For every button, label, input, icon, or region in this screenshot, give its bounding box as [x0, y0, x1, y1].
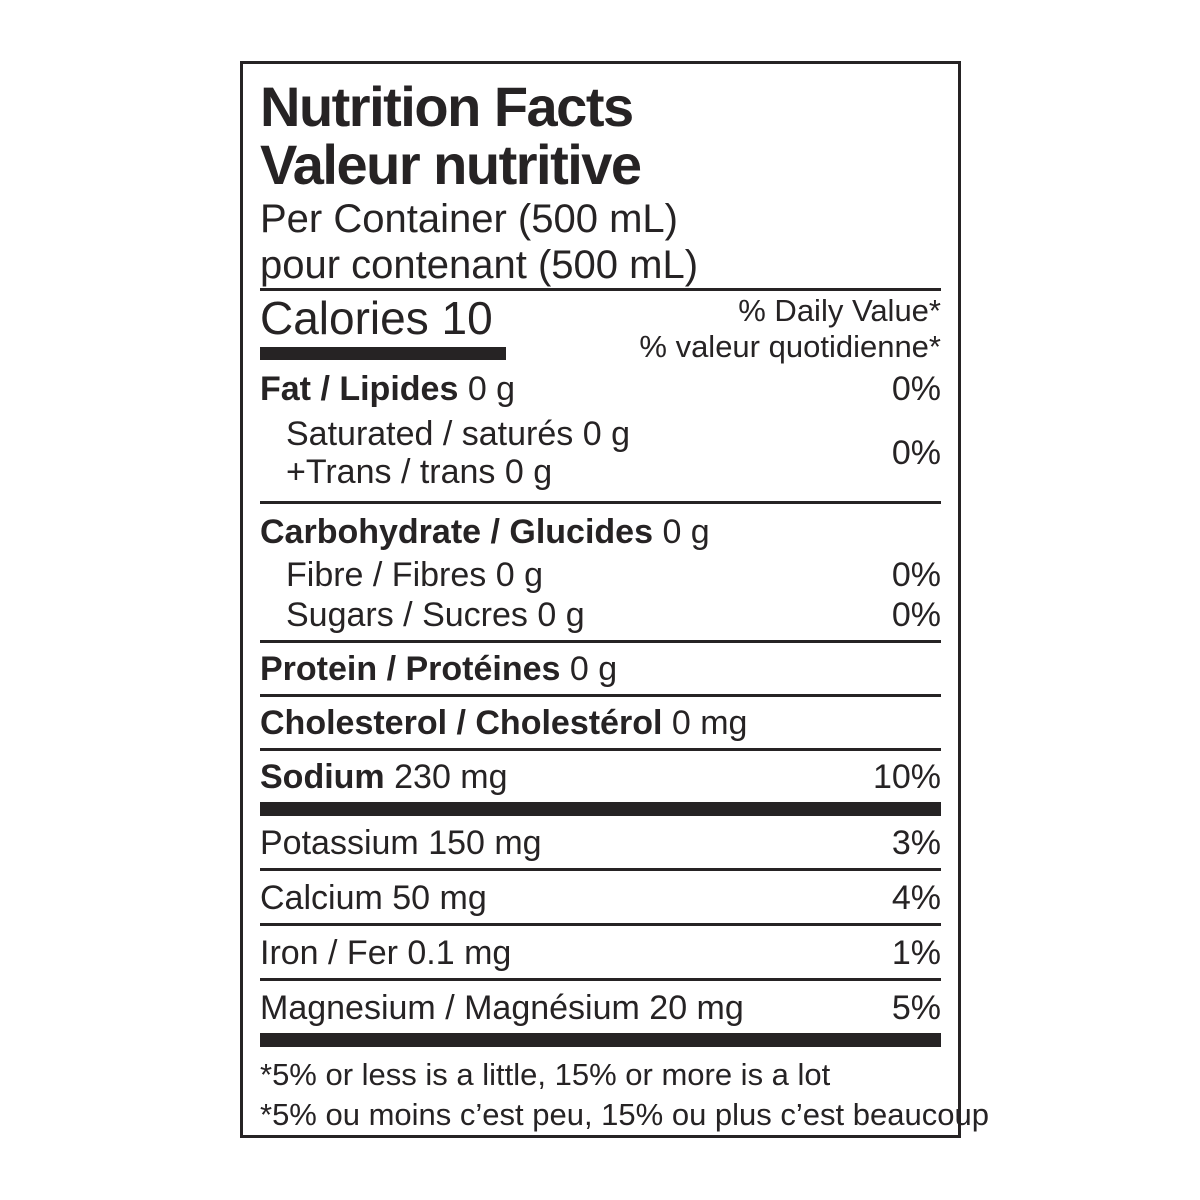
- divider-calcium-iron: [260, 923, 941, 926]
- divider-protein-cholesterol: [260, 694, 941, 697]
- mineral-name-magnesium: Magnesium / Magnésium: [260, 989, 640, 1027]
- mineral-name-potassium: Potassium: [260, 824, 419, 862]
- nutrient-label-trans: +Trans / trans 0 g: [286, 453, 553, 491]
- divider-header: [260, 288, 941, 291]
- nutrient-row-sugars: Sugars / Sucres 0 g 0%: [260, 594, 941, 640]
- serving-size-fr: pour contenant (500 mL): [260, 243, 699, 287]
- nutrient-row-cholesterol: Cholesterol / Cholestérol 0 mg: [260, 697, 941, 748]
- nutrient-label-protein: Protein / Protéines 0 g: [260, 650, 617, 688]
- daily-value-header-fr: % valeur quotidienne*: [639, 329, 941, 364]
- footnotes-section: *5% or less is a little, 15% or more is …: [260, 1047, 989, 1135]
- nutrient-name-sodium: Sodium: [260, 758, 385, 796]
- footnote-en: *5% or less is a little, 15% or more is …: [260, 1057, 831, 1092]
- nutrient-amount-sodium: 230 mg: [394, 758, 508, 796]
- mineral-row-calcium: Calcium 50 mg 4%: [260, 871, 941, 923]
- divider-fat-carb: [260, 501, 941, 504]
- calories-line: Calories 10: [260, 293, 506, 343]
- nutrient-label-cholesterol: Cholesterol / Cholestérol 0 mg: [260, 704, 747, 742]
- nutrient-name-protein: Protein / Protéines: [260, 650, 561, 688]
- mineral-amount-magnesium: 20 mg: [649, 989, 744, 1027]
- nutrient-amount-sugars: 0 g: [537, 596, 585, 634]
- nutrient-dv-sodium: 10%: [872, 758, 941, 796]
- nutrient-amount-fibre: 0 g: [495, 556, 543, 594]
- footnote-fr: *5% ou moins c’est peu, 15% ou plus c’es…: [260, 1097, 989, 1132]
- nutrient-dv-saturated-trans: 0%: [891, 434, 941, 472]
- calories-label: Calories: [260, 292, 429, 344]
- nutrient-dv-fibre: 0%: [891, 556, 941, 594]
- mineral-name-iron: Iron / Fer: [260, 934, 398, 972]
- mineral-amount-potassium: 150 mg: [428, 824, 542, 862]
- nutrient-row-saturated-trans: Saturated / saturés 0 g +Trans / trans 0…: [260, 411, 941, 501]
- nutrient-label-sugars: Sugars / Sucres 0 g: [260, 596, 585, 634]
- nutrient-row-sodium: Sodium 230 mg 10%: [260, 751, 941, 802]
- mineral-row-iron: Iron / Fer 0.1 mg 1%: [260, 926, 941, 978]
- label-title-fr: Valeur nutritive: [260, 133, 642, 196]
- daily-value-header-en: % Daily Value*: [738, 293, 941, 328]
- nutrient-amount-carbohydrate: 0 g: [662, 513, 710, 551]
- serving-size-en: Per Container (500 mL): [260, 197, 678, 241]
- saturated-trans-lines: Saturated / saturés 0 g +Trans / trans 0…: [260, 415, 630, 491]
- nutrition-facts-label: Nutrition Facts Valeur nutritive Per Con…: [240, 61, 989, 1138]
- label-title-en: Nutrition Facts: [260, 75, 634, 138]
- nutrient-amount-fat: 0 g: [467, 370, 516, 408]
- mineral-amount-calcium: 50 mg: [392, 879, 487, 917]
- mineral-row-magnesium: Magnesium / Magnésium 20 mg 5%: [260, 981, 941, 1033]
- daily-value-header: % Daily Value* % valeur quotidienne*: [639, 291, 941, 365]
- divider-sugars-protein: [260, 640, 941, 643]
- mineral-label-iron: Iron / Fer 0.1 mg: [260, 934, 511, 972]
- thick-bar-minerals-footnotes: [260, 1033, 941, 1047]
- nutrient-amount-cholesterol: 0 mg: [671, 704, 748, 742]
- nutrient-row-carbohydrate: Carbohydrate / Glucides 0 g: [260, 504, 941, 554]
- divider-potassium-calcium: [260, 868, 941, 871]
- calories-underline-bar: [260, 347, 506, 360]
- mineral-dv-calcium: 4%: [891, 879, 941, 917]
- mineral-name-calcium: Calcium: [260, 879, 383, 917]
- mineral-amount-iron: 0.1 mg: [407, 934, 512, 972]
- divider-iron-magnesium: [260, 978, 941, 981]
- nutrient-row-fibre: Fibre / Fibres 0 g 0%: [260, 554, 941, 594]
- nutrient-name-carbohydrate: Carbohydrate / Glucides: [260, 513, 653, 551]
- mineral-dv-magnesium: 5%: [891, 989, 941, 1027]
- mineral-label-calcium: Calcium 50 mg: [260, 879, 487, 917]
- nutrient-name-fibre: Fibre / Fibres: [286, 556, 487, 594]
- nutrient-label-sodium: Sodium 230 mg: [260, 758, 508, 796]
- nutrient-label-fat: Fat / Lipides 0 g: [260, 369, 515, 409]
- nutrient-row-fat: Fat / Lipides 0 g 0%: [260, 365, 941, 411]
- calories-section: Calories 10 % Daily Value* % valeur quot…: [260, 291, 941, 365]
- thick-bar-sodium-minerals: [260, 802, 941, 816]
- mineral-label-potassium: Potassium 150 mg: [260, 824, 542, 862]
- nutrient-name-cholesterol: Cholesterol / Cholestérol: [260, 704, 663, 742]
- nutrient-dv-sugars: 0%: [891, 596, 941, 634]
- nutrient-dv-fat: 0%: [891, 370, 941, 408]
- nutrient-name-fat: Fat / Lipides: [260, 370, 459, 408]
- nutrient-label-fibre: Fibre / Fibres 0 g: [260, 556, 543, 594]
- divider-cholesterol-sodium: [260, 748, 941, 751]
- calories-value: 10: [441, 292, 493, 344]
- nutrient-label-saturated: Saturated / saturés 0 g: [286, 415, 630, 453]
- mineral-row-potassium: Potassium 150 mg 3%: [260, 816, 941, 868]
- nutrient-row-protein: Protein / Protéines 0 g: [260, 643, 941, 694]
- nutrient-amount-protein: 0 g: [569, 650, 618, 688]
- nutrient-label-carbohydrate: Carbohydrate / Glucides 0 g: [260, 512, 710, 552]
- mineral-dv-iron: 1%: [891, 934, 941, 972]
- mineral-label-magnesium: Magnesium / Magnésium 20 mg: [260, 989, 744, 1027]
- calories-block: Calories 10: [260, 291, 506, 360]
- nutrient-name-sugars: Sugars / Sucres: [286, 596, 528, 634]
- mineral-dv-potassium: 3%: [891, 824, 941, 862]
